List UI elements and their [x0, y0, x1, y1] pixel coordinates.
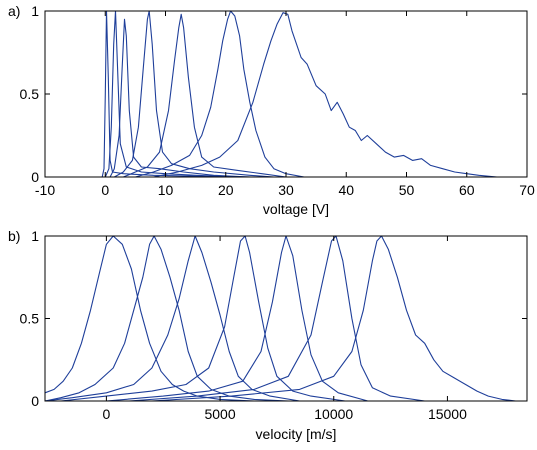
panel-label: a): [8, 3, 20, 19]
x-tick-label: 0: [102, 406, 110, 422]
x-tick-label: 15000: [428, 406, 467, 422]
series-line-4: [60, 235, 346, 402]
chart-panel-2: 0 5000 10000 15000 0 0.5 1 b) velocity [m/s]: [8, 228, 528, 442]
x-tick-label: 20: [218, 182, 234, 198]
x-tick-label: -10: [35, 182, 55, 198]
y-tick-label: 0: [31, 393, 39, 409]
series-line-5: [123, 13, 287, 178]
y-tick-label: 0.5: [20, 86, 40, 102]
x-axis-label: velocity [m/s]: [256, 426, 337, 442]
x-tick-label: 40: [338, 182, 354, 198]
x-tick-label: 10: [158, 182, 174, 198]
series-line-5: [106, 235, 368, 402]
series-line-2: [44, 235, 289, 402]
x-tick-label: 50: [399, 182, 415, 198]
series-line-1: [101, 10, 256, 178]
panel-label: b): [8, 228, 20, 244]
x-axis-label: voltage [V]: [263, 201, 329, 217]
x-tick-label: 0: [101, 182, 109, 198]
x-tick-label: 30: [278, 182, 294, 198]
y-tick-label: 0.5: [20, 311, 40, 327]
series-line-1: [44, 235, 255, 402]
x-tick-label: 70: [519, 182, 535, 198]
y-tick-label: 1: [31, 3, 39, 19]
series-line-3: [109, 18, 250, 178]
plot-frame: [44, 10, 528, 178]
series-line-7: [151, 235, 516, 402]
x-tick-label: 10000: [314, 406, 353, 422]
y-tick-label: 1: [31, 228, 39, 244]
series-line-2: [104, 10, 238, 178]
y-tick-label: 0: [31, 169, 39, 185]
x-tick-label: 60: [459, 182, 475, 198]
series-line-7: [153, 12, 497, 178]
series-line-6: [135, 10, 305, 178]
x-tick-label: 5000: [204, 406, 235, 422]
plot-frame: [44, 235, 528, 402]
series-line-4: [114, 10, 274, 178]
